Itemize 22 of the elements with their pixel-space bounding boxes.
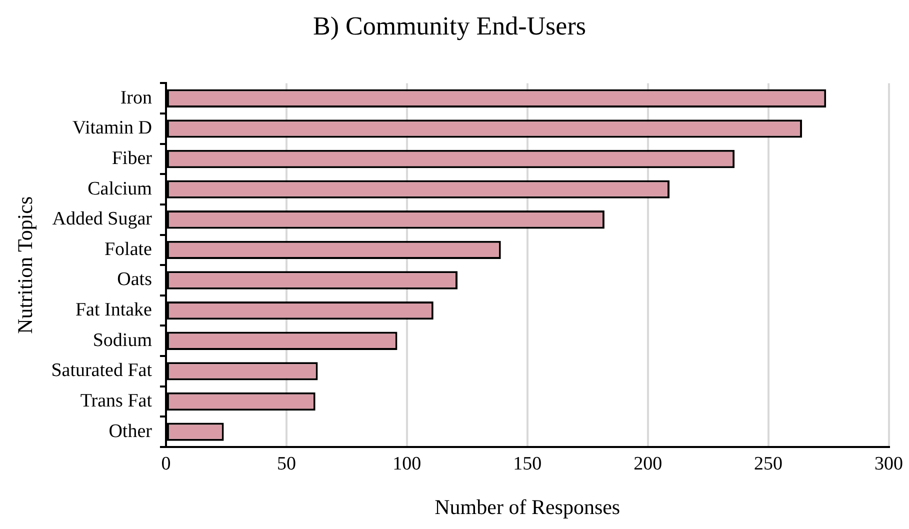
x-axis-title: Number of Responses [434,494,620,519]
y-tick-label: Other [108,420,153,442]
y-tick-label: Vitamin D [72,118,152,139]
x-tick-label: 150 [513,453,542,474]
y-tick-label: Fiber [112,148,153,169]
x-tick-label: 100 [392,453,422,474]
y-tick-label: Fat Intake [75,300,152,321]
y-tick-label: Saturated Fat [51,360,153,382]
y-tick-label: Added Sugar [52,208,153,230]
x-tick-label: 300 [874,453,903,474]
y-tick-label: Folate [104,238,152,260]
y-axis-title: Nutrition Topics [13,196,38,334]
y-tick-label: Trans Fat [80,390,153,412]
chart-title: B) Community End-Users [313,11,586,40]
y-tick-label: Oats [117,269,152,290]
y-tick-label: Calcium [88,178,152,200]
y-tick-label: Sodium [92,330,152,351]
x-tick-label: 0 [161,453,171,474]
x-tick-label: 250 [754,453,783,474]
x-tick-label: 50 [276,453,296,474]
y-tick-label: Iron [120,87,152,108]
x-tick-label: 200 [634,453,662,474]
